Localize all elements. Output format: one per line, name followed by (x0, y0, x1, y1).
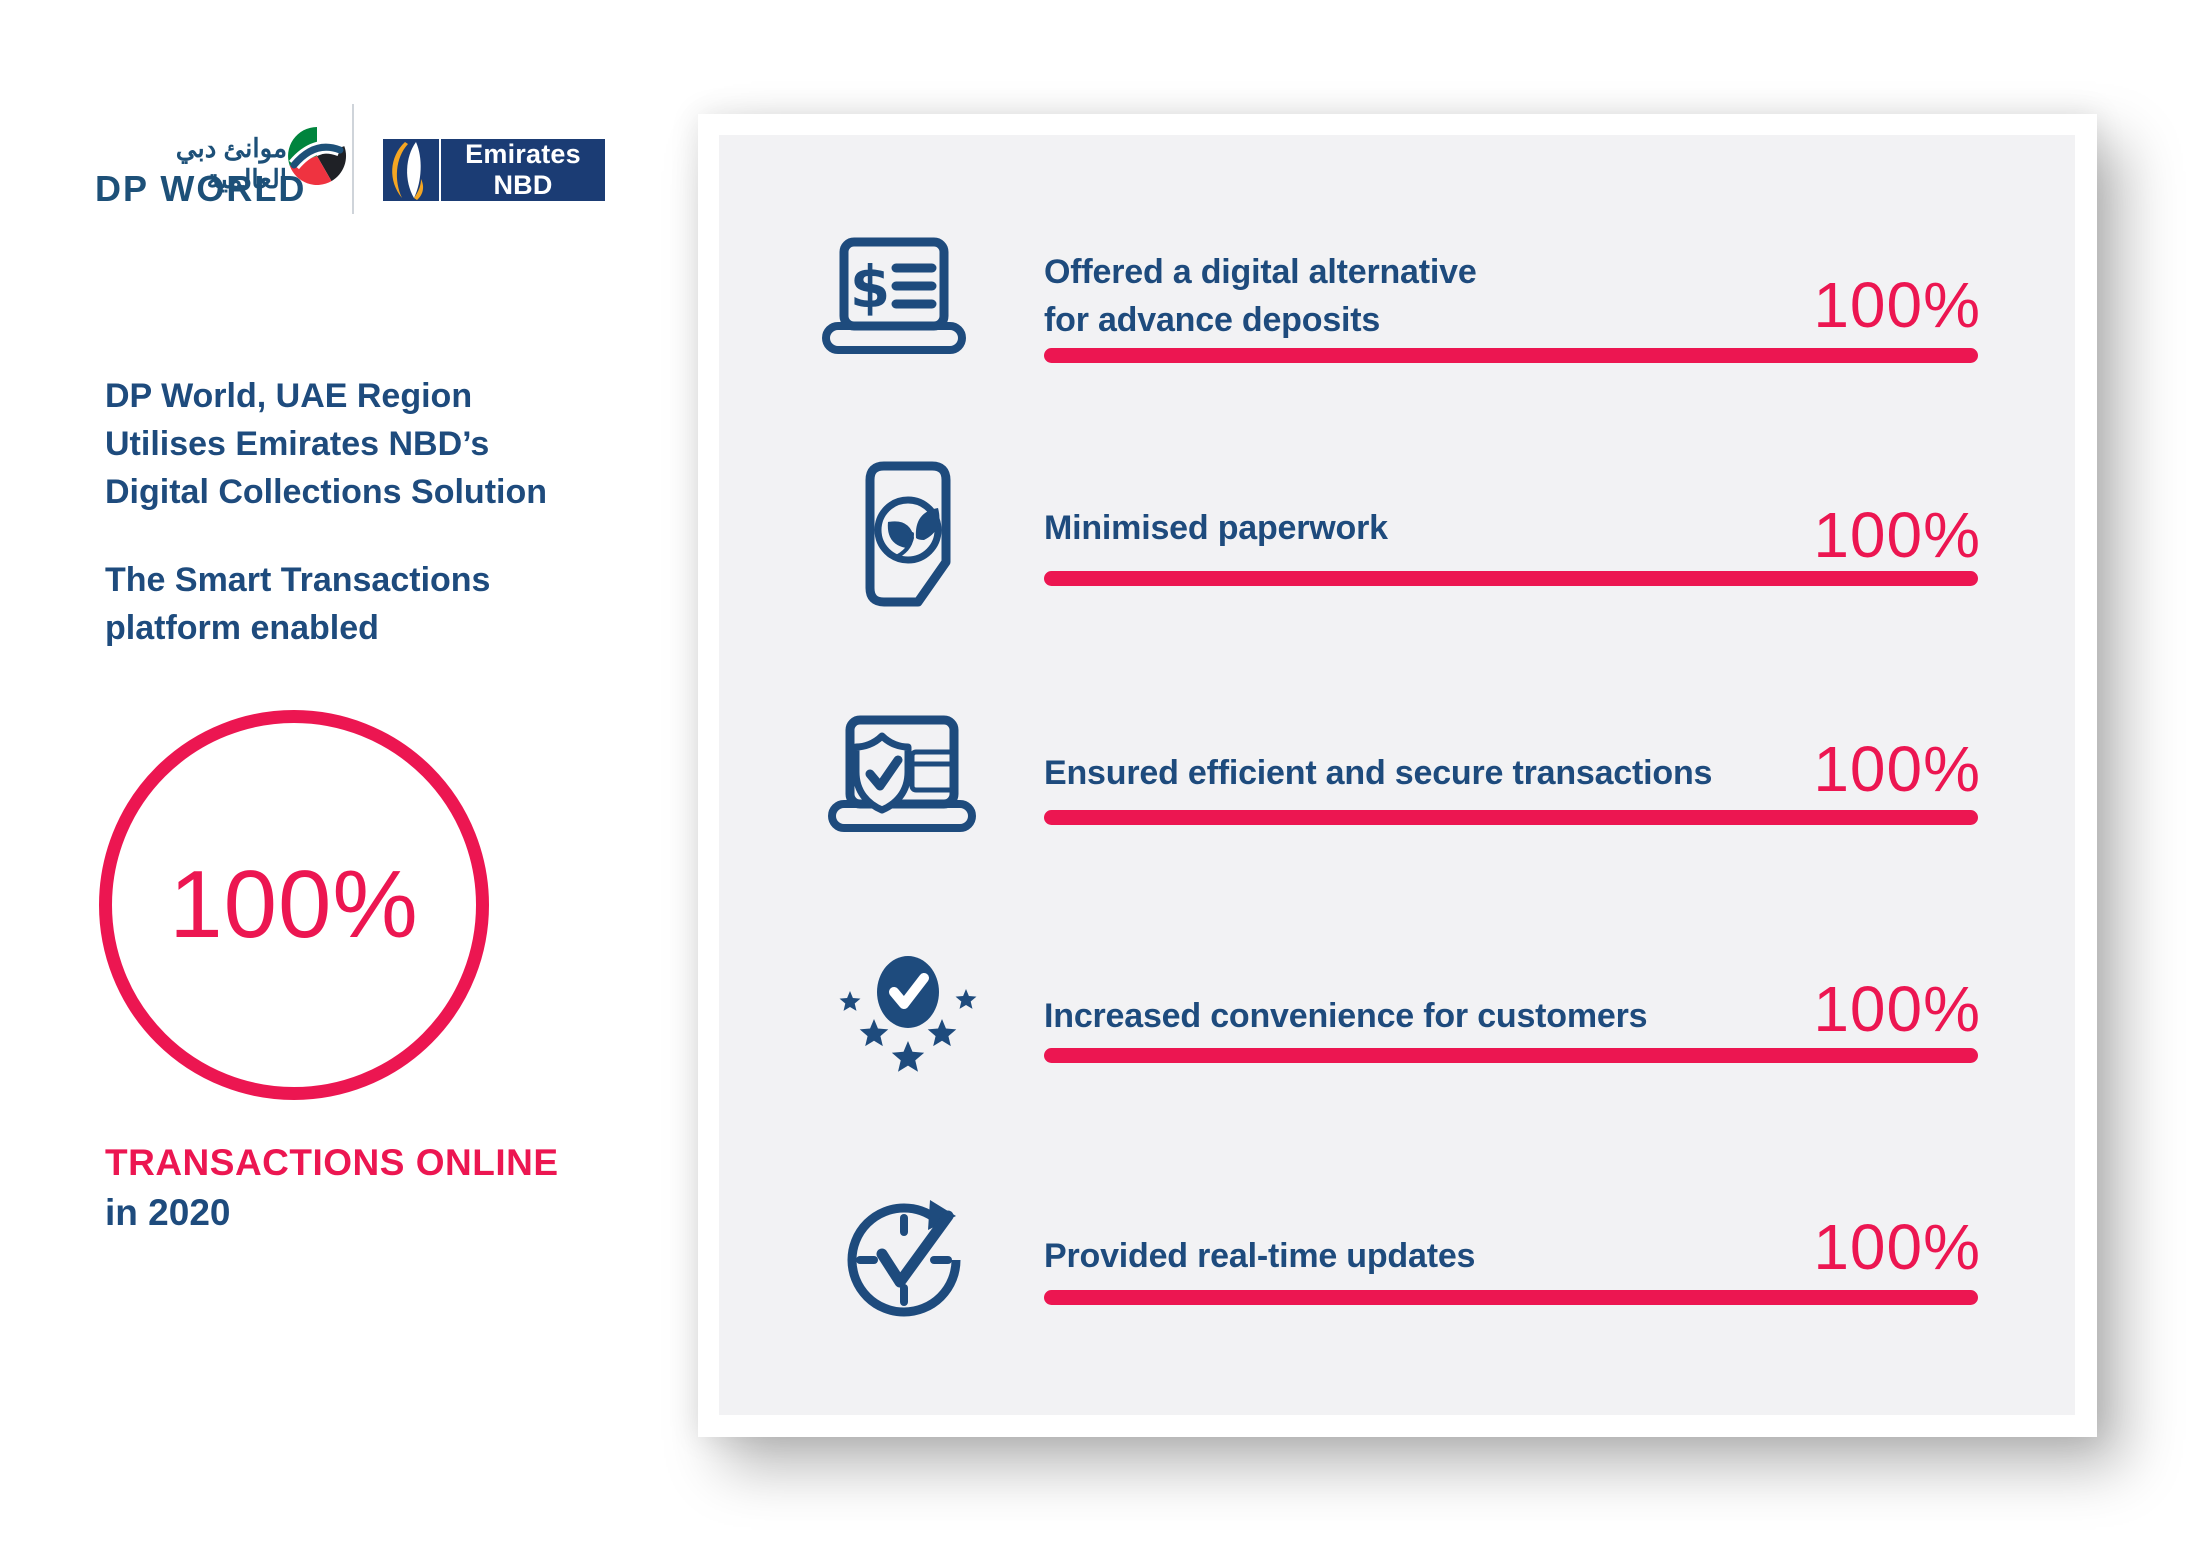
benefit-underline-bar (1044, 1290, 1978, 1305)
highlight-label-navy: in 2020 (105, 1192, 231, 1233)
benefit-label: Provided real-time updates (1044, 1236, 1475, 1276)
dp-world-roundel-icon (288, 126, 347, 185)
svg-text:$: $ (850, 253, 890, 321)
logo-divider (352, 104, 354, 214)
benefit-label-line: Provided real-time updates (1044, 1237, 1476, 1275)
benefit-label: Offered a digital alternative for advanc… (1044, 248, 1477, 344)
headline-line-1: DP World, UAE Region (105, 377, 473, 415)
intro-subhead: The Smart Transactions platform enabled (105, 556, 490, 652)
emirates-nbd-emblem-icon (383, 139, 441, 201)
benefit-underline-bar (1044, 571, 1978, 586)
benefit-underline-bar (1044, 348, 1978, 363)
benefit-label-line: Offered a digital alternative (1044, 253, 1477, 291)
subhead-line-2: platform enabled (105, 609, 379, 647)
benefit-label-line: Increased convenience for customers (1044, 997, 1648, 1035)
eco-document-icon (865, 461, 951, 607)
benefit-underline-bar (1044, 810, 1978, 825)
dp-world-arabic-text: موانئ دبي العالمية (175, 133, 287, 194)
highlight-circle: 100% (99, 710, 489, 1100)
highlight-label-red: TRANSACTIONS ONLINE (105, 1142, 559, 1183)
dp-world-wordmark: DP WORLD (95, 168, 307, 209)
subhead-line-1: The Smart Transactions (105, 561, 491, 599)
highlight-value: 100% (169, 851, 419, 958)
secure-laptop-icon (828, 715, 976, 832)
benefit-label: Increased convenience for customers (1044, 996, 1648, 1036)
benefit-value: 100% (1813, 1211, 1981, 1283)
headline-line-3: Digital Collections Solution (105, 473, 547, 511)
emirates-nbd-wordmark: Emirates NBD (465, 139, 581, 200)
intro-headline: DP World, UAE Region Utilises Emirates N… (105, 372, 547, 516)
benefit-label-line: Minimised paperwork (1044, 509, 1388, 547)
benefit-label: Minimised paperwork (1044, 508, 1388, 548)
emirates-nbd-logo: Emirates NBD (383, 139, 605, 201)
benefit-underline-bar (1044, 1048, 1978, 1063)
benefit-label-line: for advance deposits (1044, 301, 1381, 339)
customer-rating-icon (839, 956, 977, 1072)
benefit-label: Ensured efficient and secure transaction… (1044, 753, 1712, 793)
benefit-value: 100% (1813, 269, 1981, 341)
realtime-clock-icon (847, 1200, 961, 1317)
benefit-value: 100% (1813, 973, 1981, 1045)
benefit-label-line: Ensured efficient and secure transaction… (1044, 754, 1713, 792)
laptop-dollar-icon: $ (822, 237, 966, 354)
benefit-value: 100% (1813, 499, 1981, 571)
benefits-panel: $ Offered a digital alternative for adva… (698, 114, 2097, 1437)
headline-line-2: Utilises Emirates NBD’s (105, 425, 490, 463)
benefit-value: 100% (1813, 733, 1981, 805)
